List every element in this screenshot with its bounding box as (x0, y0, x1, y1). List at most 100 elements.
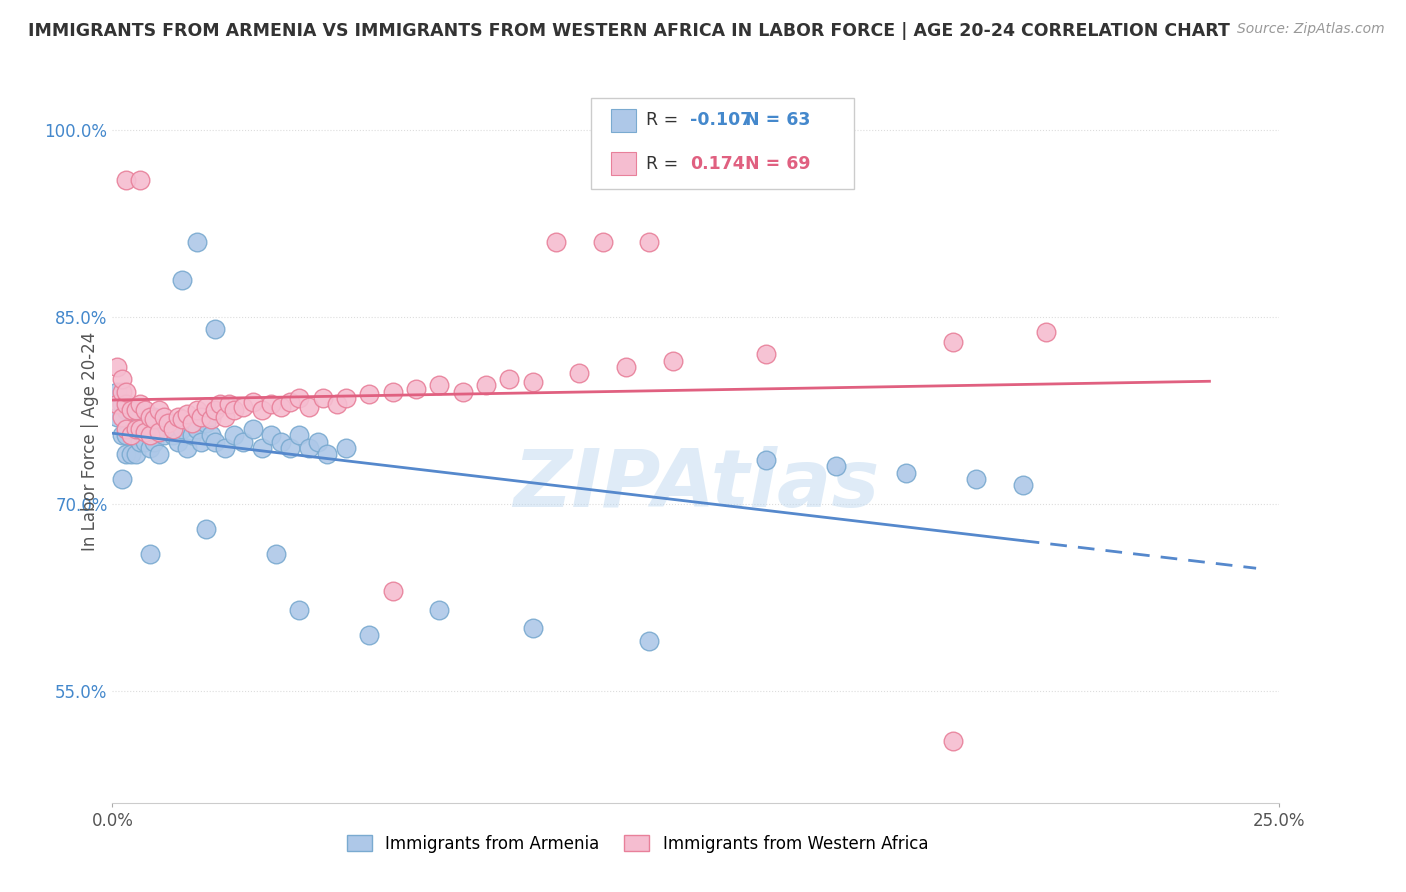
Point (311, 391, 333, 405)
Point (335, 391, 357, 405)
Point (522, 375, 544, 389)
Point (148, 447, 170, 461)
Point (427, 603, 450, 617)
Point (278, 441, 301, 455)
Point (965, 472, 987, 486)
Point (143, 434, 166, 449)
Y-axis label: In Labor Force | Age 20-24: In Labor Force | Age 20-24 (80, 332, 98, 551)
Point (172, 422, 194, 436)
Legend: Immigrants from Armenia, Immigrants from Western Africa: Immigrants from Armenia, Immigrants from… (340, 828, 935, 860)
Point (232, 400, 254, 414)
Point (250, 403, 273, 417)
Point (120, 428, 142, 442)
Point (111, 397, 134, 411)
Text: R =: R = (645, 154, 689, 172)
Point (260, 397, 283, 411)
Point (134, 416, 156, 430)
Text: -0.107: -0.107 (690, 112, 752, 129)
Point (153, 409, 176, 424)
Point (111, 409, 134, 424)
Point (661, 353, 683, 368)
Point (129, 173, 152, 187)
Point (250, 441, 273, 455)
Point (270, 400, 292, 414)
Point (194, 416, 217, 430)
Text: 0.174: 0.174 (690, 154, 745, 172)
Point (125, 403, 148, 417)
Point (186, 403, 208, 417)
Point (405, 382, 427, 396)
Point (232, 434, 254, 449)
Point (162, 428, 184, 442)
Point (148, 403, 170, 417)
Point (638, 235, 661, 250)
Point (498, 372, 520, 386)
Point (755, 453, 778, 467)
Point (111, 384, 134, 399)
Point (148, 425, 170, 439)
Point (172, 272, 194, 286)
Point (176, 441, 198, 455)
Point (451, 384, 474, 399)
Point (143, 409, 166, 424)
Point (222, 428, 245, 442)
Point (111, 372, 134, 386)
Point (134, 403, 156, 417)
Bar (610, 109, 637, 132)
Point (544, 235, 567, 250)
Point (143, 412, 166, 426)
Point (176, 407, 198, 421)
Text: N = 69: N = 69 (745, 154, 810, 172)
Point (180, 416, 202, 430)
Point (592, 235, 614, 250)
Point (242, 422, 264, 436)
Point (894, 466, 917, 480)
Point (942, 733, 965, 747)
Point (381, 584, 404, 599)
Point (214, 409, 236, 424)
Point (825, 459, 848, 474)
Point (115, 447, 138, 461)
Point (278, 394, 301, 409)
Point (125, 422, 148, 436)
Point (105, 409, 128, 424)
Point (200, 428, 222, 442)
Point (381, 384, 404, 399)
Point (194, 400, 217, 414)
Point (218, 397, 240, 411)
Point (172, 412, 194, 426)
Point (242, 394, 264, 409)
Point (186, 422, 208, 436)
FancyBboxPatch shape (591, 98, 853, 189)
Point (166, 434, 188, 449)
Point (180, 428, 202, 442)
Point (139, 547, 162, 561)
Point (134, 434, 156, 449)
Point (325, 397, 347, 411)
Point (755, 347, 778, 361)
Point (105, 359, 128, 374)
Point (200, 412, 222, 426)
Point (115, 403, 138, 417)
Point (111, 428, 134, 442)
Point (1035, 325, 1057, 339)
Point (222, 403, 245, 417)
Text: R =: R = (645, 112, 683, 129)
Point (475, 378, 498, 392)
Text: N = 63: N = 63 (745, 112, 810, 129)
Point (139, 422, 162, 436)
Point (162, 422, 184, 436)
Point (204, 434, 226, 449)
Point (115, 384, 138, 399)
Point (120, 403, 142, 417)
Point (316, 447, 339, 461)
Point (260, 428, 283, 442)
Point (194, 522, 217, 536)
Point (638, 633, 661, 648)
Point (139, 409, 162, 424)
Point (115, 422, 138, 436)
Point (568, 366, 591, 380)
Point (307, 434, 329, 449)
Point (297, 400, 319, 414)
Text: ZIPAtlas: ZIPAtlas (513, 446, 879, 524)
